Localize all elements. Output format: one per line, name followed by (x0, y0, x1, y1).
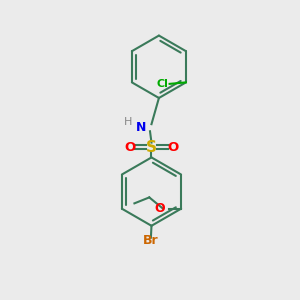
Text: S: S (146, 140, 157, 154)
Text: O: O (154, 202, 165, 215)
Text: O: O (167, 140, 178, 154)
Text: N: N (136, 121, 146, 134)
Text: Cl: Cl (156, 79, 168, 89)
Text: Br: Br (143, 234, 159, 247)
Text: O: O (124, 140, 136, 154)
Text: H: H (124, 117, 132, 128)
